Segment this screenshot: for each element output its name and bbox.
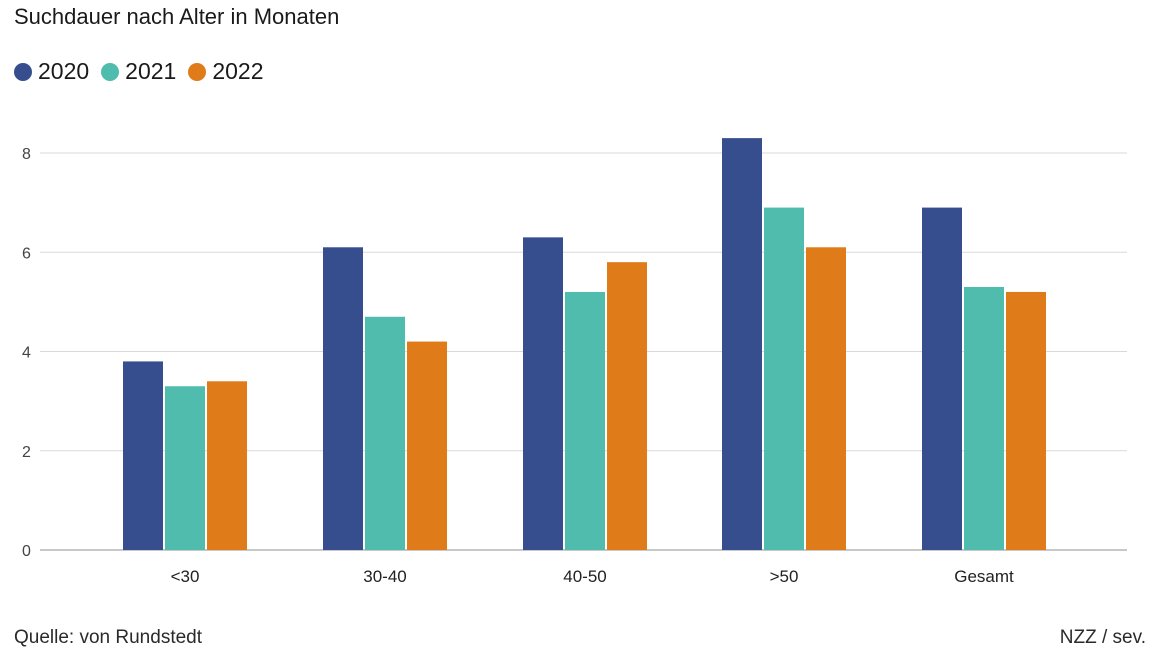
legend-label: 2021 <box>125 58 177 84</box>
bars <box>123 138 1046 551</box>
bar-2020->50 <box>722 138 762 551</box>
bar-2022-<30 <box>207 381 247 550</box>
bar-2021-<30 <box>165 386 205 550</box>
bar-2021-30-40 <box>365 316 405 550</box>
legend-label: 2020 <box>38 58 90 84</box>
bar-2022-Gesamt <box>1006 291 1046 550</box>
x-tick-label: 30-40 <box>363 567 406 586</box>
chart-title: Suchdauer nach Alter in Monaten <box>14 4 340 29</box>
credit-note: NZZ / sev. <box>1059 627 1146 648</box>
y-tick-label: 4 <box>22 345 31 362</box>
y-tick-label: 6 <box>22 245 31 262</box>
bar-2021-Gesamt <box>964 286 1004 550</box>
y-tick-label: 2 <box>22 444 31 461</box>
x-tick-label: <30 <box>171 567 200 586</box>
bar-2022-40-50 <box>607 262 647 550</box>
legend-swatch <box>188 62 207 81</box>
legend-swatch <box>101 62 120 81</box>
x-tick-label: 40-50 <box>563 567 606 586</box>
bar-2021->50 <box>764 207 804 550</box>
y-tick-label: 0 <box>22 543 31 560</box>
bar-2020-Gesamt <box>922 207 962 550</box>
legend-item-2020: 2020 <box>14 58 89 85</box>
x-axis-ticks: <30 30-40 40-50 >50 Gesamt <box>171 567 1014 586</box>
y-axis-ticks: 0 2 4 6 8 <box>22 146 31 560</box>
legend: 2020 2021 2022 <box>14 58 276 85</box>
legend-item-2022: 2022 <box>188 58 264 85</box>
bar-2021-40-50 <box>565 291 605 550</box>
bar-2020-40-50 <box>523 237 563 551</box>
legend-label: 2022 <box>212 58 264 84</box>
x-tick-label: >50 <box>770 567 799 586</box>
bar-2020-30-40 <box>323 247 363 550</box>
bar-2020-<30 <box>123 361 163 550</box>
legend-item-2021: 2021 <box>101 58 176 85</box>
bar-2022->50 <box>806 247 846 550</box>
source-note: Quelle: von Rundstedt <box>14 627 203 648</box>
x-tick-label: Gesamt <box>954 567 1014 586</box>
y-tick-label: 8 <box>22 146 31 163</box>
legend-swatch <box>14 62 32 81</box>
bar-2022-30-40 <box>407 341 447 550</box>
